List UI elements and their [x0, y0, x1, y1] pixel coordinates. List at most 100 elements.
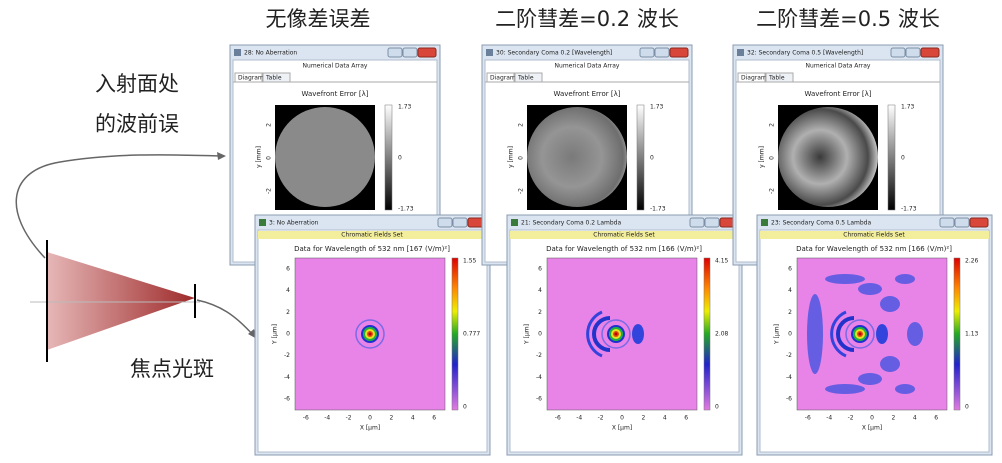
subtitle-bar — [760, 231, 989, 239]
close-button[interactable] — [417, 47, 437, 58]
window-title: 3: No Aberration — [269, 220, 319, 227]
label-wavefront: 入射面处 — [95, 72, 179, 96]
window-title: 28: No Aberration — [244, 50, 297, 57]
y-tick-label: 6 — [538, 265, 542, 272]
y-axis-label: y [mm] — [759, 146, 766, 168]
minimize-button[interactable] — [639, 47, 655, 58]
y-tick-label: 2 — [518, 123, 525, 127]
maximize-button[interactable] — [402, 47, 418, 58]
arrow-head — [217, 152, 226, 160]
x-tick-label: -4 — [324, 415, 330, 422]
maximize-button[interactable] — [654, 47, 670, 58]
coma-lobe — [632, 324, 644, 344]
minimize-button[interactable] — [939, 217, 955, 228]
window-icon — [234, 49, 241, 56]
tab[interactable] — [486, 72, 515, 83]
focal-spot — [614, 332, 618, 336]
x-tick-label: -4 — [826, 415, 832, 422]
minimize-button[interactable] — [437, 217, 453, 228]
coma-lobe — [876, 324, 888, 344]
coma-lobe — [586, 310, 603, 358]
column-heading: 无像差误差 — [266, 7, 371, 31]
plot-title: Data for Wavelength of 532 nm [167 (V/m)… — [294, 245, 450, 253]
colorbar-label: 2.08 — [715, 331, 729, 338]
tab[interactable] — [514, 72, 543, 83]
y-axis-label: Y [µm] — [774, 324, 781, 345]
minimize-button[interactable] — [689, 217, 705, 228]
x-tick-label: 4 — [411, 415, 415, 422]
colorbar — [451, 257, 459, 411]
x-tick-label: 0 — [870, 415, 874, 422]
coma-lobe — [880, 356, 900, 372]
colorbar — [703, 257, 711, 411]
minimize-button[interactable] — [890, 47, 906, 58]
y-tick-label: 0 — [518, 156, 525, 160]
colorbar-label: -1.73 — [398, 206, 414, 213]
window-icon — [737, 49, 744, 56]
tab-label: Diagram — [490, 75, 516, 82]
close-button[interactable] — [920, 47, 940, 58]
colorbar-label: 0 — [965, 404, 969, 411]
maximize-button[interactable] — [954, 217, 970, 228]
window-icon — [486, 49, 493, 56]
colorbar — [636, 104, 645, 211]
colorbar-label: 1.73 — [398, 104, 412, 111]
window-title: 30: Secondary Coma 0.2 [Wavelength] — [496, 50, 612, 57]
y-tick-label: 0 — [286, 331, 290, 338]
plot-title: Wavefront Error [λ] — [805, 90, 872, 98]
colorbar — [887, 104, 896, 211]
window-title: 32: Secondary Coma 0.5 [Wavelength] — [747, 50, 863, 57]
maximize-button[interactable] — [704, 217, 720, 228]
tab[interactable] — [765, 72, 794, 83]
colorbar-label: 1.73 — [650, 104, 664, 111]
column-heading: 二阶彗差=0.2 波长 — [495, 7, 679, 31]
maximize-button[interactable] — [452, 217, 468, 228]
subtitle-bar — [510, 231, 739, 239]
y-tick-label: -4 — [786, 374, 792, 381]
x-tick-label: 0 — [620, 415, 624, 422]
maximize-button[interactable] — [905, 47, 921, 58]
window-icon — [259, 219, 266, 226]
colorbar — [384, 104, 393, 211]
column-heading: 二阶彗差=0.5 波长 — [756, 7, 940, 31]
x-axis-label: X [µm] — [862, 425, 882, 432]
y-tick-label: -4 — [536, 374, 542, 381]
close-button[interactable] — [969, 217, 989, 228]
minimize-button[interactable] — [387, 47, 403, 58]
window-subtitle: Numerical Data Array — [303, 63, 368, 70]
y-tick-label: -6 — [536, 396, 542, 403]
y-tick-label: 0 — [538, 331, 542, 338]
coma-lobe — [830, 310, 847, 358]
window-subtitle: Numerical Data Array — [806, 63, 871, 70]
coma-lobe — [907, 322, 923, 346]
y-axis-label: y [mm] — [508, 146, 515, 168]
y-tick-label: -4 — [284, 374, 290, 381]
close-button[interactable] — [669, 47, 689, 58]
x-axis-label: X [µm] — [360, 425, 380, 432]
x-tick-label: -2 — [598, 415, 604, 422]
window-title: 21: Secondary Coma 0.2 Lambda — [521, 220, 621, 227]
y-tick-label: 2 — [286, 309, 290, 316]
x-tick-label: 6 — [684, 415, 688, 422]
coma-lobe — [836, 316, 855, 352]
plot-title: Wavefront Error [λ] — [554, 90, 621, 98]
tab-label: Table — [768, 75, 785, 82]
tab[interactable] — [234, 72, 263, 83]
plot-title: Data for Wavelength of 532 nm [166 (V/m)… — [546, 245, 702, 253]
y-tick-label: -2 — [518, 188, 525, 194]
arrow-focus — [196, 299, 254, 336]
label-wavefront: 的波前误 — [95, 112, 179, 136]
colorbar-label: 0 — [650, 155, 654, 162]
colorbar-label: 4.15 — [715, 258, 729, 265]
tab[interactable] — [262, 72, 291, 83]
y-tick-label: 4 — [286, 287, 290, 294]
tab[interactable] — [737, 72, 766, 83]
coma-lobe — [858, 283, 882, 295]
x-tick-label: -2 — [848, 415, 854, 422]
x-tick-label: 4 — [913, 415, 917, 422]
colorbar-label: 1.73 — [901, 104, 915, 111]
plot-title: Data for Wavelength of 532 nm [166 (V/m)… — [796, 245, 952, 253]
colorbar-label: -1.73 — [901, 206, 917, 213]
colorbar — [953, 257, 961, 411]
